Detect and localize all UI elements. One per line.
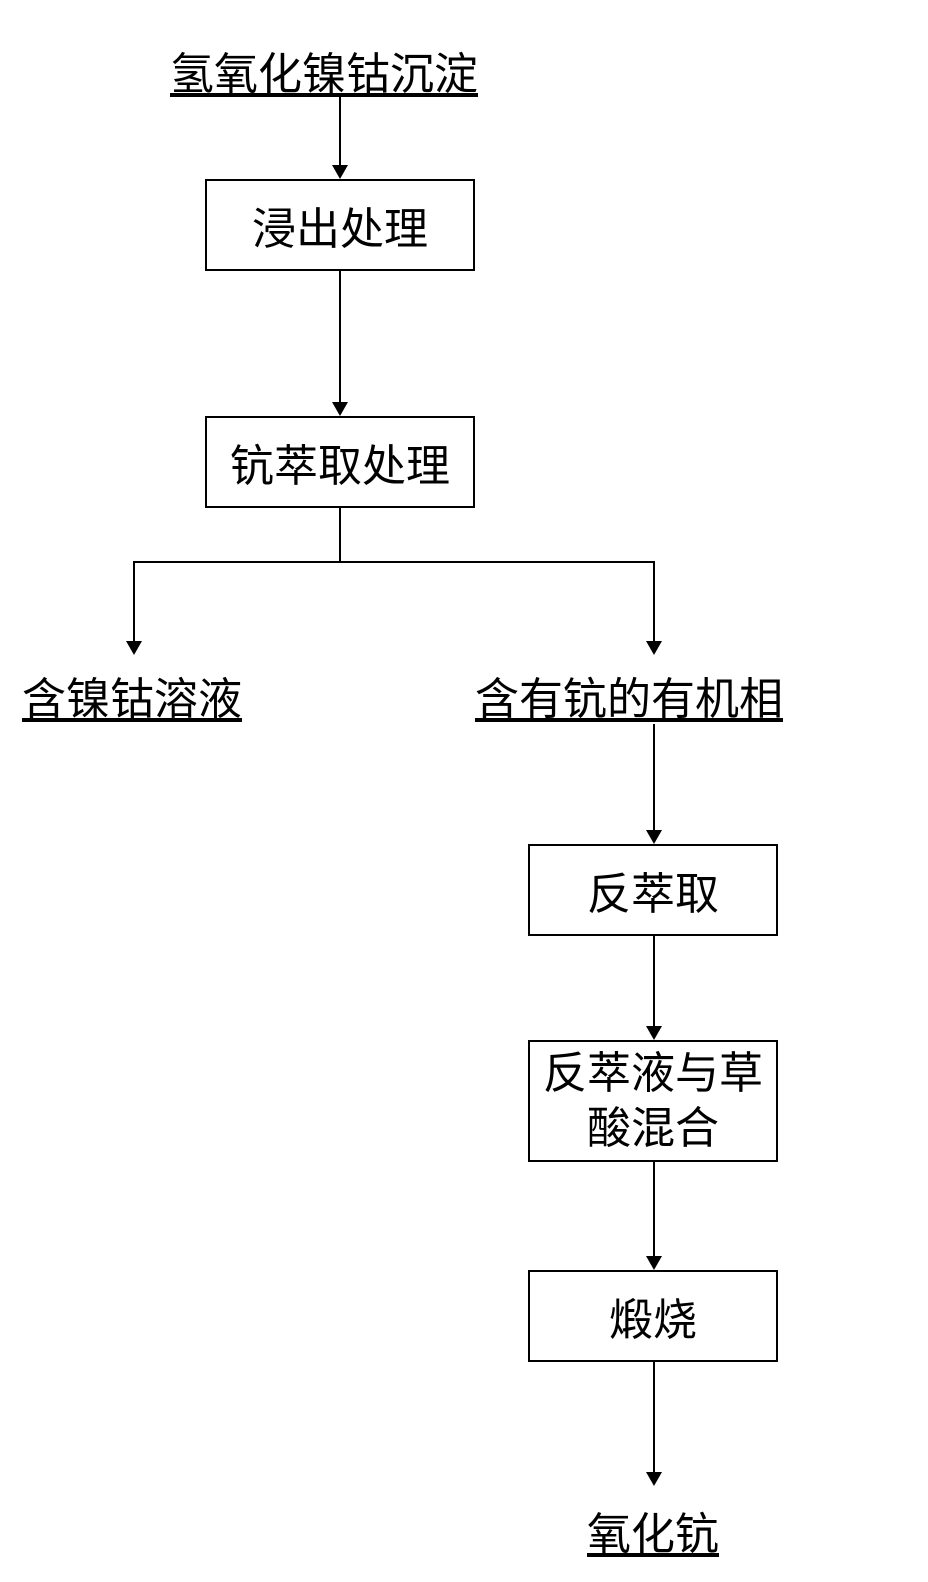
- branch-left-head: [126, 641, 142, 655]
- branch-right-head: [646, 641, 662, 655]
- arrow-outright-step3-line: [653, 724, 655, 830]
- step2-box: 钪萃取处理: [205, 416, 475, 508]
- end-label: 氧化钪: [587, 1498, 719, 1562]
- step1-box: 浸出处理: [205, 179, 475, 271]
- step3-label: 反萃取: [587, 858, 719, 922]
- branch-right-vertical: [653, 561, 655, 641]
- step5-box: 煅烧: [528, 1270, 778, 1362]
- arrow-step1-step2-line: [339, 271, 341, 402]
- start-label: 氢氧化镍钴沉淀: [170, 38, 478, 102]
- step3-box: 反萃取: [528, 844, 778, 936]
- arrow-step4-step5-head: [646, 1256, 662, 1270]
- arrow-step5-end-head: [646, 1472, 662, 1486]
- branch-vertical-line: [339, 508, 341, 563]
- arrow-step3-step4-head: [646, 1026, 662, 1040]
- arrow-start-step1-head: [332, 165, 348, 179]
- arrow-step3-step4-line: [653, 936, 655, 1026]
- branch-left-vertical: [133, 561, 135, 641]
- step2-label: 钪萃取处理: [230, 430, 450, 494]
- step5-label: 煅烧: [609, 1284, 697, 1348]
- step1-label: 浸出处理: [252, 193, 428, 257]
- out-left-label: 含镍钴溶液: [22, 663, 242, 727]
- arrow-step1-step2-head: [332, 402, 348, 416]
- arrow-step5-end-line: [653, 1362, 655, 1472]
- out-right-label: 含有钪的有机相: [475, 663, 783, 727]
- arrow-outright-step3-head: [646, 830, 662, 844]
- step4-label: 反萃液与草 酸混合: [543, 1046, 763, 1156]
- arrow-start-step1-line: [339, 96, 341, 166]
- step4-box: 反萃液与草 酸混合: [528, 1040, 778, 1162]
- arrow-step4-step5-line: [653, 1162, 655, 1256]
- branch-horizontal-line: [133, 561, 655, 563]
